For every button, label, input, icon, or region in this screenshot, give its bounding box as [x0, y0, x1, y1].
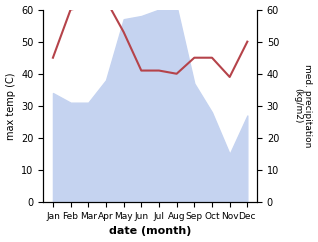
- Y-axis label: med. precipitation
(kg/m2): med. precipitation (kg/m2): [293, 64, 313, 148]
- Y-axis label: max temp (C): max temp (C): [5, 72, 16, 140]
- X-axis label: date (month): date (month): [109, 227, 191, 236]
